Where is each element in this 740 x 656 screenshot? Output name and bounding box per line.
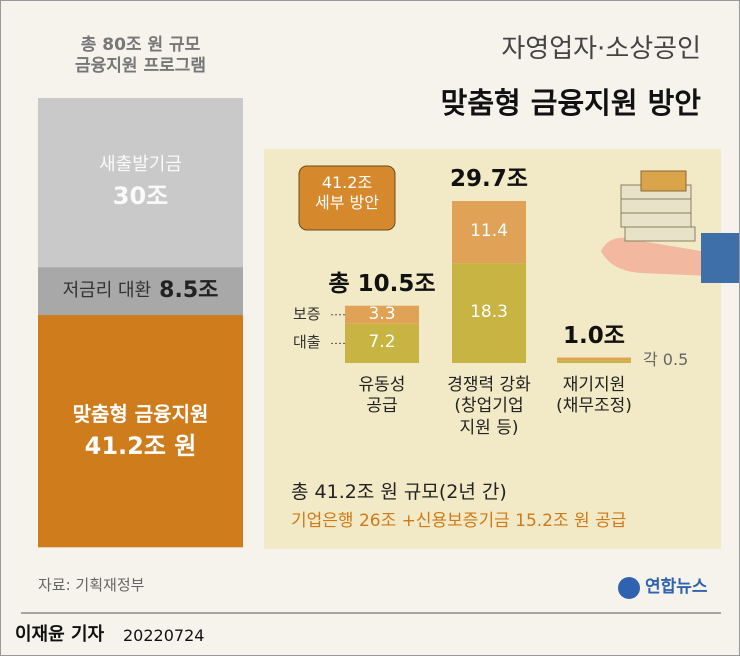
bar-segment	[345, 305, 419, 324]
logo: 연합뉴스	[645, 577, 708, 597]
segment	[38, 98, 243, 268]
category-label: 맞춤형 금융지원	[72, 401, 209, 426]
bar-segment	[345, 323, 419, 363]
badge-box	[298, 165, 396, 231]
legend-label: 대출	[293, 333, 321, 352]
data-label: 7.2	[368, 332, 396, 353]
bar-segment	[452, 263, 526, 363]
author: 이재윤 기자	[15, 624, 105, 645]
total-label: 29.7조	[450, 166, 528, 192]
value-label: 41.2조 원	[84, 431, 197, 460]
badge: 41.2조 세부 방안	[315, 173, 379, 212]
segment	[38, 267, 243, 316]
data-label: 3.3	[368, 303, 396, 324]
legend-label: 보증	[293, 304, 321, 323]
segment-label: 새출발기금 30조	[38, 98, 243, 267]
bar-segment	[557, 357, 631, 361]
logo-icon	[618, 577, 640, 599]
date: 20220724	[123, 626, 205, 645]
footer-detail: 기업은행 26조 +신용보증기금 15.2조 원 공급	[291, 511, 627, 531]
segment	[38, 315, 243, 548]
source: 자료: 기획재정부	[38, 576, 145, 594]
annotation: 각 0.5	[643, 349, 689, 369]
category-label: 재기지원 (채무조정)	[556, 375, 632, 417]
bar-segment	[557, 360, 631, 363]
data-label: 11.4	[470, 221, 508, 242]
footer-summary: 총 41.2조 원 규모(2년 간)	[291, 481, 507, 503]
money-icon	[601, 170, 739, 283]
total-label: 총 10.5조	[328, 270, 436, 297]
left-title: 총 80조 원 규모 금융지원 프로그램	[74, 35, 207, 77]
data-label: 18.3	[470, 302, 508, 323]
category-label: 경쟁력 강화 (창업기업 지원 등)	[447, 375, 531, 438]
value-label: 8.5조	[159, 278, 219, 304]
header-subtitle: 맞춤형 금융지원 방안	[440, 86, 701, 120]
category-label: 유동성 공급	[358, 375, 406, 417]
segment-label: 맞춤형 금융지원 41.2조 원	[38, 315, 243, 547]
total-label: 1.0조	[563, 322, 625, 349]
segment-label: 저금리 대환 8.5조	[38, 267, 243, 315]
bar-segment	[452, 201, 526, 264]
category-label: 새출발기금	[99, 154, 182, 176]
category-label: 저금리 대환	[62, 279, 152, 301]
header-title: 자영업자·소상공인	[501, 34, 701, 64]
value-label: 30조	[112, 181, 169, 210]
